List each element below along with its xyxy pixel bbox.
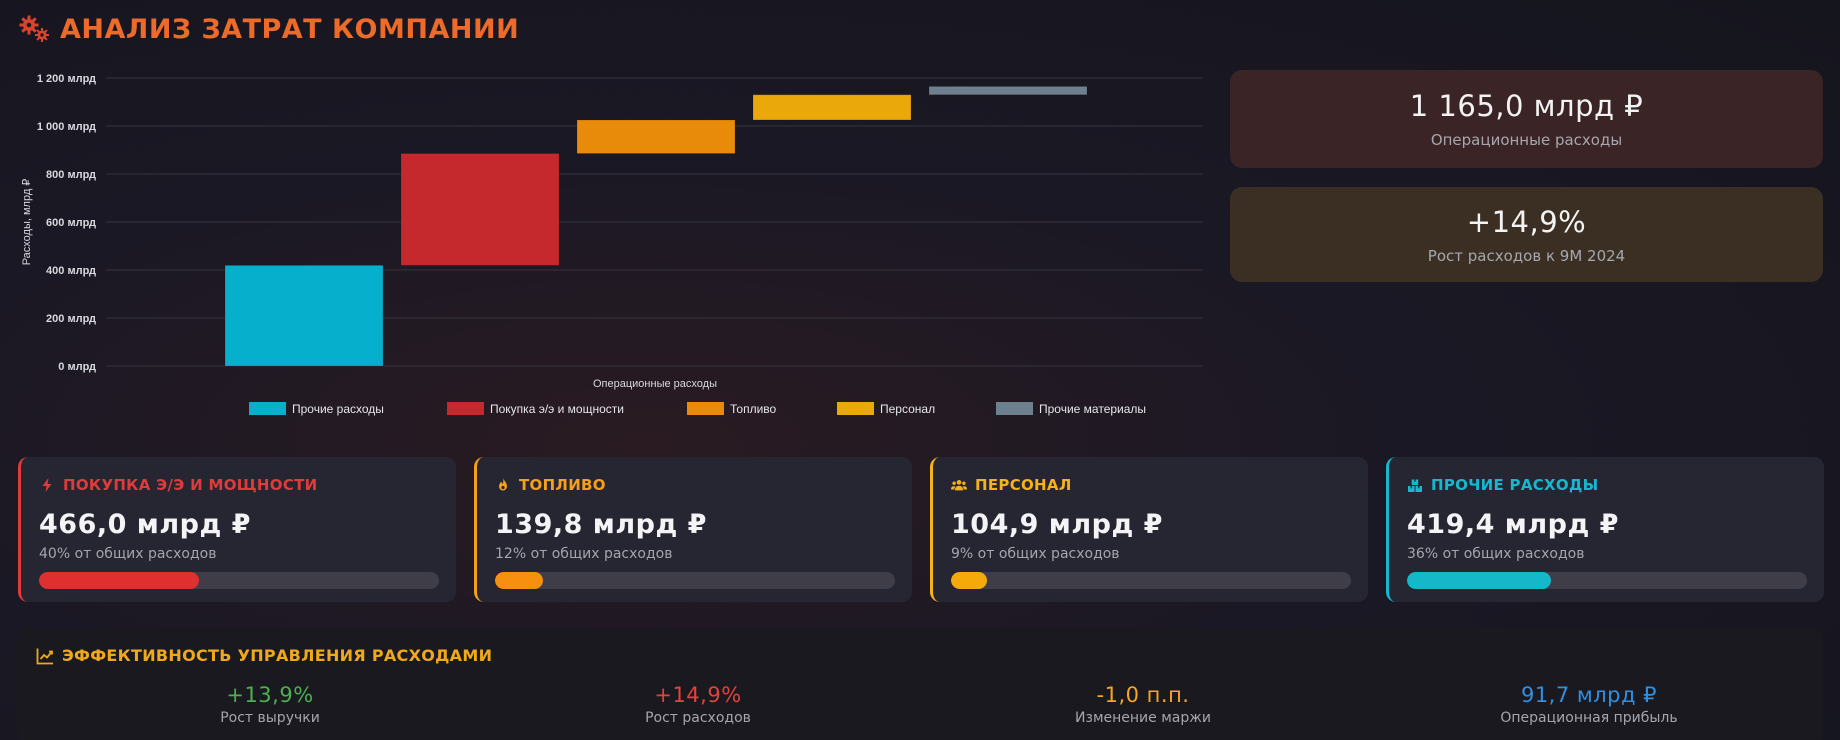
bar-5 [928, 85, 1088, 96]
card-value: 419,4 млрд ₽ [1407, 509, 1619, 540]
y-tick-label: 0 млрд [58, 361, 96, 373]
kpi-expense-growth: +14,9% Рост расходов к 9М 2024 [1230, 187, 1823, 282]
progress-fill [1407, 572, 1551, 589]
kpi-value: 1 165,0 млрд ₽ [1409, 89, 1644, 123]
card-value: 104,9 млрд ₽ [951, 509, 1163, 540]
gears-icon [19, 15, 49, 42]
bar-4 [752, 94, 912, 121]
y-tick-label: 800 млрд [46, 169, 96, 181]
progress-fill [495, 572, 543, 589]
y-tick-label: 400 млрд [46, 265, 96, 277]
legend-label: Прочие материалы [1039, 402, 1146, 416]
fire-icon [499, 478, 507, 491]
legend-swatch [687, 402, 724, 415]
legend-swatch [837, 402, 874, 415]
card-share: 36% от общих расходов [1407, 546, 1585, 562]
boxes-icon [1408, 479, 1422, 492]
bar-2 [400, 153, 560, 266]
efficiency-panel: ЭФФЕКТИВНОСТЬ УПРАВЛЕНИЯ РАСХОДАМИ +13,9… [18, 628, 1823, 740]
card-electricity: ПОКУПКА Э/Э И МОЩНОСТИ 466,0 млрд ₽ 40% … [18, 457, 456, 602]
metric-revenue-growth: +13,9% Рост выручки [120, 683, 420, 726]
page-header: АНАЛИЗ ЗАТРАТ КОМПАНИИ [18, 12, 519, 46]
legend-swatch [996, 402, 1033, 415]
metric-label: Рост выручки [220, 710, 320, 726]
bar-3 [576, 119, 736, 155]
page-title: АНАЛИЗ ЗАТРАТ КОМПАНИИ [60, 13, 520, 45]
card-value: 139,8 млрд ₽ [495, 509, 707, 540]
metric-label: Рост расходов [645, 710, 751, 726]
legend-label: Прочие расходы [292, 402, 384, 416]
metric-expense-growth: +14,9% Рост расходов [548, 683, 848, 726]
kpi-label: Рост расходов к 9М 2024 [1427, 246, 1626, 265]
kpi-label: Операционные расходы [1430, 131, 1623, 149]
card-share: 12% от общих расходов [495, 546, 673, 562]
card-title: ПОКУПКА Э/Э И МОЩНОСТИ [63, 476, 318, 494]
metric-value: +13,9% [226, 683, 314, 707]
waterfall-chart-svg: 0 млрд 200 млрд 400 млрд 600 млрд 800 млрд 1 … [21, 73, 1203, 416]
x-axis-label: Операционные расходы [593, 378, 717, 390]
card-other-expenses: ПРОЧИЕ РАСХОДЫ 419,4 млрд ₽ 36% от общих… [1386, 457, 1824, 602]
waterfall-chart: 0 млрд 200 млрд 400 млрд 600 млрд 800 млрд 1 … [18, 62, 1218, 432]
progress-track [1407, 572, 1807, 589]
y-tick-label: 1 000 млрд [37, 121, 96, 133]
metric-operating-profit: 91,7 млрд ₽ Операционная прибыль [1439, 683, 1739, 726]
progress-fill [951, 572, 987, 589]
kpi-value: +14,9% [1466, 204, 1587, 239]
progress-track [39, 572, 439, 589]
efficiency-title: ЭФФЕКТИВНОСТЬ УПРАВЛЕНИЯ РАСХОДАМИ [62, 646, 493, 665]
y-tick-label: 200 млрд [46, 313, 96, 325]
y-axis-label: Расходы, млрд ₽ [21, 179, 33, 266]
card-personnel: ПЕРСОНАЛ 104,9 млрд ₽ 9% от общих расход… [930, 457, 1368, 602]
card-fuel: ТОПЛИВО 139,8 млрд ₽ 12% от общих расход… [474, 457, 912, 602]
legend-label: Топливо [730, 402, 777, 416]
metric-value: +14,9% [654, 683, 742, 707]
line-chart-icon [36, 648, 53, 664]
progress-fill [39, 572, 199, 589]
metric-margin-change: -1,0 п.п. Изменение маржи [993, 683, 1293, 726]
card-title: ПЕРСОНАЛ [975, 476, 1072, 494]
legend-label: Персонал [880, 402, 935, 416]
bar-1 [224, 264, 384, 367]
lightning-icon [42, 478, 52, 492]
metric-label: Операционная прибыль [1500, 710, 1678, 726]
legend-swatch [249, 402, 286, 415]
card-value: 466,0 млрд ₽ [39, 509, 251, 540]
metric-value: -1,0 п.п. [1096, 683, 1190, 707]
card-title: ТОПЛИВО [519, 476, 606, 494]
y-tick-label: 1 200 млрд [37, 73, 96, 85]
card-title: ПРОЧИЕ РАСХОДЫ [1431, 476, 1599, 494]
progress-track [495, 572, 895, 589]
kpi-operating-expenses: 1 165,0 млрд ₽ Операционные расходы [1230, 70, 1823, 168]
users-icon [951, 480, 967, 491]
y-tick-label: 600 млрд [46, 217, 96, 229]
metric-value: 91,7 млрд ₽ [1520, 683, 1658, 707]
card-share: 9% от общих расходов [951, 546, 1120, 562]
progress-track [951, 572, 1351, 589]
metric-label: Изменение маржи [1075, 710, 1211, 726]
legend-label: Покупка э/э и мощности [490, 402, 624, 416]
legend-swatch [447, 402, 484, 415]
card-share: 40% от общих расходов [39, 546, 217, 562]
